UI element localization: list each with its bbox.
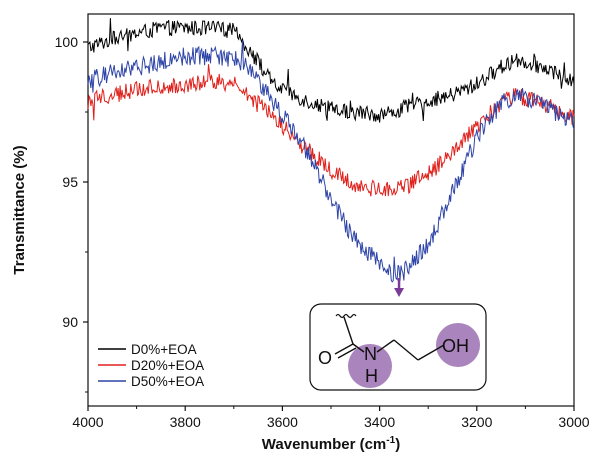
x-axis-title-main: Wavenumber (cm xyxy=(262,436,386,453)
y-tick-label: 90 xyxy=(62,314,78,330)
y-axis-title: Transmittance (%) xyxy=(11,145,28,274)
atom-label-h: H xyxy=(365,366,378,386)
x-tick-label: 3000 xyxy=(558,414,589,430)
series-line-1 xyxy=(87,18,575,123)
atom-label-o: O xyxy=(318,348,332,368)
molecule-inset: O N H OH xyxy=(309,303,487,391)
legend-label: D20%+EOA xyxy=(131,358,204,373)
x-axis-title-end: ) xyxy=(395,436,400,453)
series-layer xyxy=(87,18,575,283)
series-line-2 xyxy=(87,64,575,197)
bond-ch2-carbonyl xyxy=(343,316,354,345)
bond-ch2-ch2 xyxy=(393,339,419,361)
bond-carbonyl-n xyxy=(352,343,365,353)
legend-label: D50%+EOA xyxy=(131,374,204,389)
x-axis-title-sup: -1 xyxy=(386,435,395,446)
annotation-arrow xyxy=(394,278,405,297)
x-axis-ticks: 4000 3800 3600 3400 3200 3000 xyxy=(72,406,590,430)
hydroxyl-highlight-circle xyxy=(436,323,480,367)
y-axis-ticks: 90 95 100 xyxy=(55,34,88,393)
x-tick-label: 4000 xyxy=(72,414,103,430)
x-tick-label: 3600 xyxy=(267,414,298,430)
series-line-3 xyxy=(87,40,575,283)
arrow-head xyxy=(394,288,405,297)
x-tick-label: 3400 xyxy=(364,414,395,430)
atom-label-oh: OH xyxy=(442,336,469,356)
bond-carbonyl-o-1 xyxy=(334,343,354,355)
bond-carbonyl-o-2 xyxy=(337,347,357,359)
bond-n-ch2 xyxy=(376,339,395,353)
y-tick-label: 100 xyxy=(55,34,79,50)
amine-highlight-circle xyxy=(348,344,392,388)
y-tick-label: 95 xyxy=(62,174,78,190)
atom-label-n: N xyxy=(364,344,377,364)
legend-label: D0%+EOA xyxy=(131,342,197,357)
wavy-bond xyxy=(335,313,357,319)
x-tick-label: 3200 xyxy=(461,414,492,430)
x-tick-label: 3800 xyxy=(170,414,201,430)
x-axis-title: Wavenumber (cm-1) xyxy=(262,435,400,453)
bond-ch2-oh xyxy=(417,344,445,361)
